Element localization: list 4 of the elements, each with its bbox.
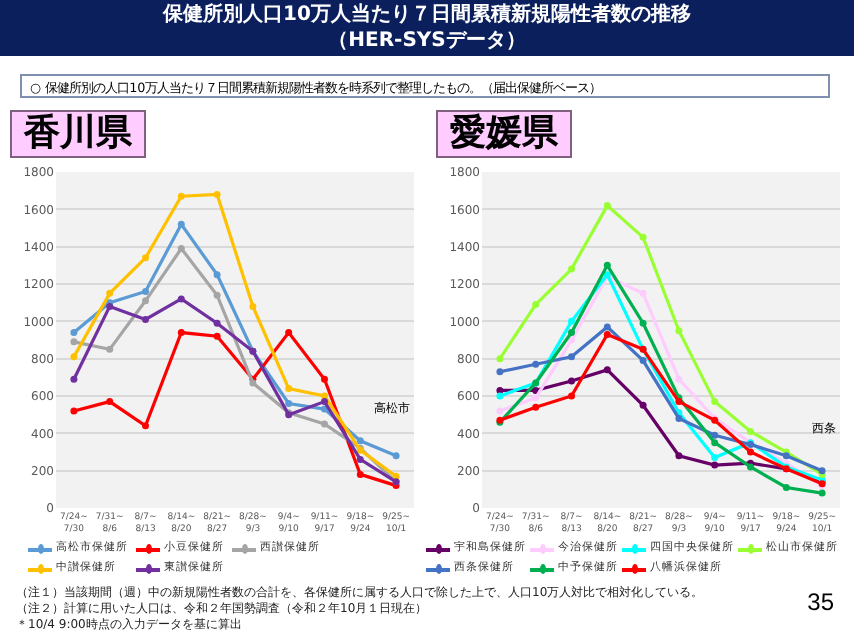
chart-title: 愛媛県 — [436, 110, 572, 158]
chart-title: 香川県 — [10, 110, 146, 158]
text: 35 — [807, 588, 834, 616]
text: 保健所別人口10万人当たり７日間累積新規陽性者数の推移（HER-SYSデータ） — [160, 0, 693, 54]
